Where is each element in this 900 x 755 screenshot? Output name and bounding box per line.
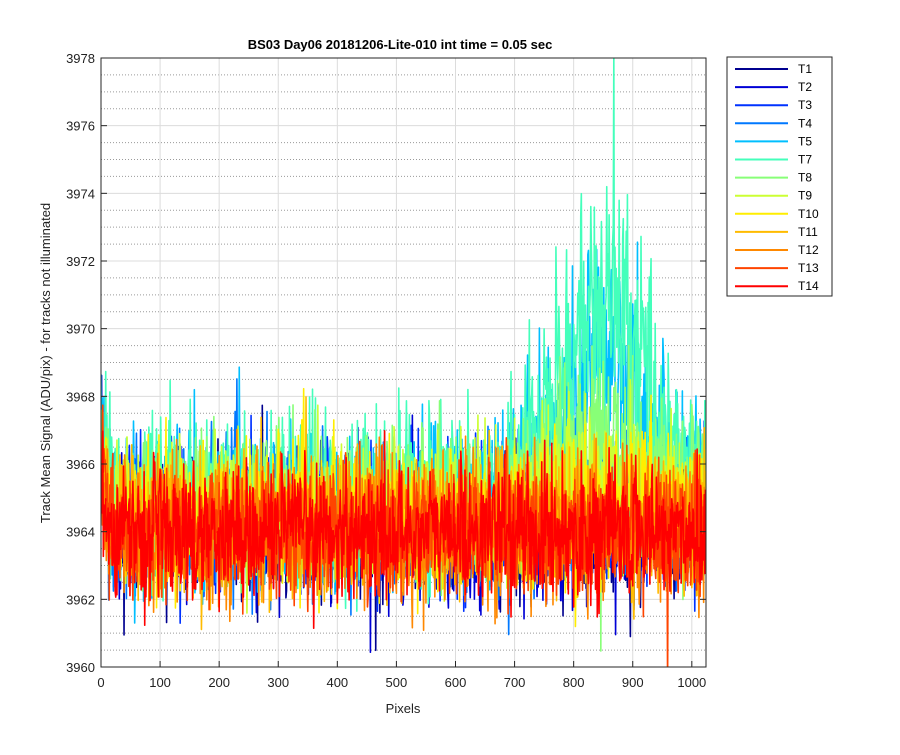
x-axis-label: Pixels xyxy=(386,701,421,716)
legend-label-t13: T13 xyxy=(798,261,819,275)
y-tick-label: 3968 xyxy=(66,389,95,404)
series-layer xyxy=(101,58,706,667)
y-tick-label: 3974 xyxy=(66,186,95,201)
legend-label-t7: T7 xyxy=(798,153,812,167)
legend-label-t10: T10 xyxy=(798,207,819,221)
x-axis: 0 100 200 300 400 500 600 700 800 900 1000 xyxy=(97,661,706,690)
y-tick-label: 3966 xyxy=(66,457,95,472)
y-axis: 3960 3962 3964 3966 3968 3970 3972 3974 3976 3978 xyxy=(66,51,706,675)
y-tick-label: 3964 xyxy=(66,525,95,540)
legend-label-t11: T11 xyxy=(798,225,818,239)
x-tick-label: 600 xyxy=(445,675,467,690)
y-tick-label: 3970 xyxy=(66,322,95,337)
legend-label-t1: T1 xyxy=(798,62,812,76)
legend-label-t9: T9 xyxy=(798,189,812,203)
x-tick-label: 200 xyxy=(208,675,230,690)
x-tick-label: 900 xyxy=(622,675,644,690)
y-axis-label: Track Mean Signal (ADU/pix) - for tracks… xyxy=(38,203,53,523)
legend-label-t4: T4 xyxy=(798,116,812,130)
y-tick-label: 3962 xyxy=(66,592,95,607)
legend-label-t8: T8 xyxy=(798,171,812,185)
x-tick-label: 300 xyxy=(267,675,289,690)
legend-label-t2: T2 xyxy=(798,80,812,94)
legend-box xyxy=(726,56,833,297)
chart-title: BS03 Day06 20181206-Lite-010 int time = … xyxy=(248,37,553,52)
legend-label-t12: T12 xyxy=(798,243,819,257)
plot-area-frame xyxy=(100,57,707,668)
legend-label-t3: T3 xyxy=(798,98,812,112)
x-tick-label: 100 xyxy=(149,675,171,690)
x-tick-label: 800 xyxy=(563,675,585,690)
y-tick-label: 3978 xyxy=(66,51,95,66)
y-tick-label: 3972 xyxy=(66,254,95,269)
x-tick-label: 500 xyxy=(386,675,408,690)
series-line-t14 xyxy=(101,430,706,630)
legend-label-t5: T5 xyxy=(798,134,812,148)
x-tick-label: 0 xyxy=(97,675,104,690)
y-tick-label: 3976 xyxy=(66,119,95,134)
x-tick-label: 700 xyxy=(504,675,526,690)
x-tick-label: 400 xyxy=(326,675,348,690)
legend-label-t14: T14 xyxy=(798,279,819,293)
legend: T1 T2 T3 T4 T5 T7 T8 T9 T10 T11 T12 T13 T14 xyxy=(726,56,833,297)
y-tick-label: 3960 xyxy=(66,660,95,675)
x-tick-label: 1000 xyxy=(677,675,706,690)
